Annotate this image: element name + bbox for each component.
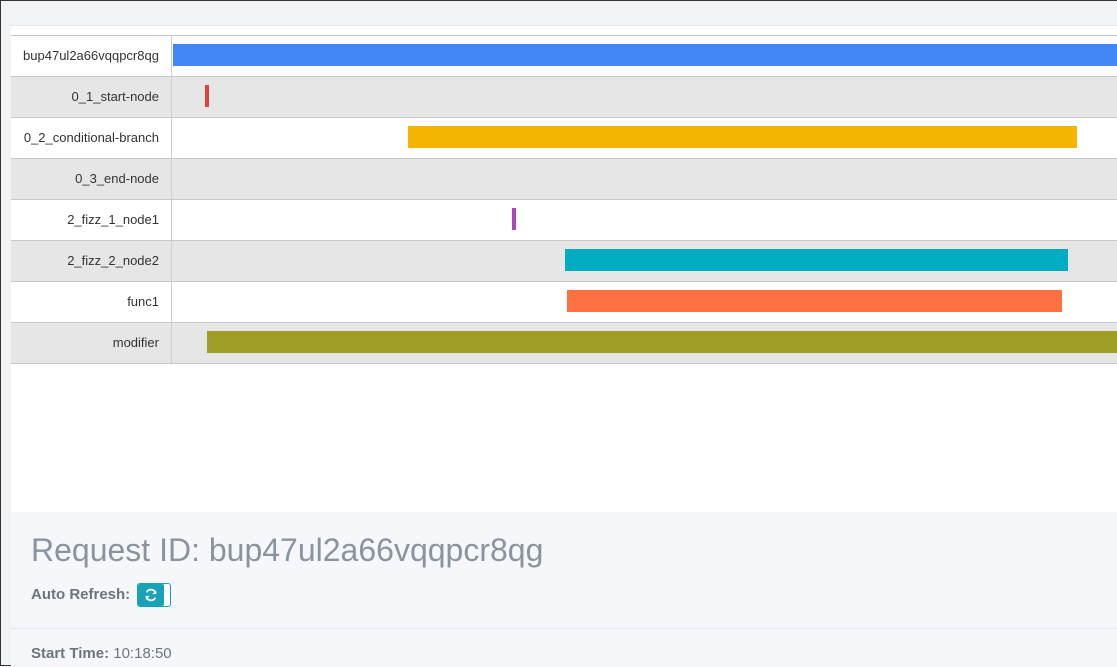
auto-refresh-label: Auto Refresh: — [31, 586, 131, 603]
timeline-track — [173, 159, 1117, 199]
timeline-row: bup47ul2a66vqqpcr8qg — [11, 35, 1117, 77]
timeline-row-label: func1 — [11, 282, 172, 322]
timeline-track — [173, 282, 1117, 322]
timeline-row: 2_fizz_1_node1 — [11, 200, 1117, 241]
timeline-track — [173, 323, 1117, 363]
timeline-bar[interactable] — [205, 85, 209, 107]
timeline-track — [173, 118, 1117, 158]
timeline-row: 0_2_conditional-branch — [11, 118, 1117, 159]
timeline-bar[interactable] — [512, 208, 516, 230]
timeline-track — [173, 36, 1117, 76]
timeline-row: 0_1_start-node — [11, 77, 1117, 118]
refresh-icon[interactable] — [138, 584, 164, 606]
start-time-value: 10:18:50 — [113, 645, 172, 662]
timeline-bar[interactable] — [408, 126, 1077, 148]
timeline-track — [173, 241, 1117, 281]
timeline-track — [173, 77, 1117, 117]
request-info-panel: Request ID: bup47ul2a66vqqpcr8qg Auto Re… — [11, 512, 1117, 667]
timeline-row-label: 0_3_end-node — [11, 159, 172, 199]
timeline-row-label: 0_1_start-node — [11, 77, 172, 117]
timeline-row: 0_3_end-node — [11, 159, 1117, 200]
timeline-row-label: 0_2_conditional-branch — [11, 118, 172, 158]
timeline-bar[interactable] — [207, 331, 1117, 353]
timeline-row: modifier — [11, 323, 1117, 364]
section-divider — [11, 628, 1117, 629]
timeline-row-label: bup47ul2a66vqqpcr8qg — [11, 36, 172, 76]
timeline-track — [173, 200, 1117, 240]
timeline-panel: bup47ul2a66vqqpcr8qg 0_1_start-node 0_2_co… — [11, 25, 1117, 513]
auto-refresh-toggle[interactable] — [137, 583, 171, 607]
start-time: Start Time: 10:18:50 — [31, 645, 172, 662]
timeline-bar[interactable] — [565, 249, 1068, 271]
timeline-row: func1 — [11, 282, 1117, 323]
timeline-row-label: modifier — [11, 323, 172, 363]
timeline-row-label: 2_fizz_1_node1 — [11, 200, 172, 240]
timeline-bar[interactable] — [567, 290, 1062, 312]
timeline-row: 2_fizz_2_node2 — [11, 241, 1117, 282]
request-id-title: Request ID: bup47ul2a66vqqpcr8qg — [31, 532, 544, 568]
start-time-label: Start Time: — [31, 645, 110, 662]
timeline-row-label: 2_fizz_2_node2 — [11, 241, 172, 281]
timeline-bar[interactable] — [173, 44, 1117, 66]
timeline-chart: bup47ul2a66vqqpcr8qg 0_1_start-node 0_2_co… — [11, 35, 1117, 364]
